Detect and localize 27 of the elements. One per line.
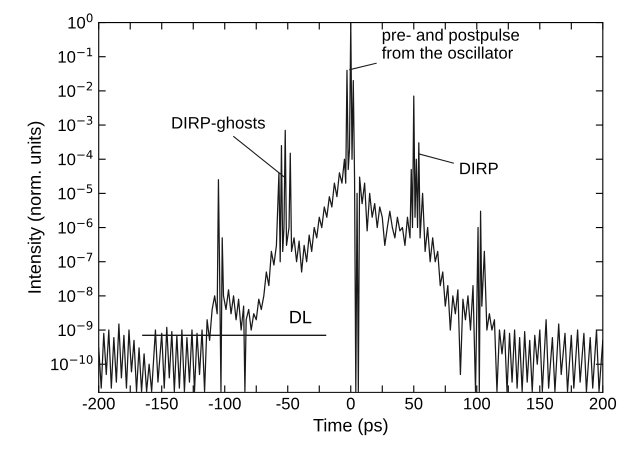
- annotation: DIRP: [460, 162, 498, 174]
- y-tick-label: 10$^{−3}$: [58, 116, 92, 132]
- y-tick-label: 10$^{−1}$: [58, 48, 92, 63]
- x-tick-label: -50: [276, 398, 300, 410]
- x-axis-title: Time (ps): [313, 418, 388, 436]
- x-tick-label: -200: [82, 398, 115, 410]
- y-tick-label: 10$^{−8}$: [58, 286, 92, 302]
- y-tick-label: 10$^{−9}$: [58, 320, 92, 336]
- x-tick-label: 0: [346, 398, 355, 410]
- y-axis-title: Intensity (norm. units): [28, 122, 44, 293]
- y-tick-label: 10$^{0}$: [68, 13, 93, 29]
- y-tick-label: 10$^{−2}$: [58, 82, 92, 97]
- annotation: pre- and postpulse from the oscillator: [382, 28, 520, 59]
- y-tick-label: 10$^{−6}$: [58, 218, 93, 234]
- y-tick-label: 10$^{−10}$: [51, 355, 93, 370]
- y-tick-label: 10$^{−7}$: [58, 252, 92, 268]
- x-tick-label: 100: [464, 398, 490, 410]
- x-tick-label: -100: [208, 398, 241, 410]
- x-tick-label: 200: [590, 398, 616, 410]
- x-tick-label: 150: [527, 398, 554, 410]
- y-tick-label: 10$^{−5}$: [58, 184, 92, 200]
- annotation: DL: [290, 310, 312, 324]
- x-tick-label: -150: [146, 398, 178, 410]
- line-series: [98, 22, 603, 392]
- y-tick-label: 10$^{−4}$: [58, 150, 93, 166]
- annotation: DIRP-ghosts: [172, 116, 265, 132]
- x-tick-label: 50: [405, 398, 422, 410]
